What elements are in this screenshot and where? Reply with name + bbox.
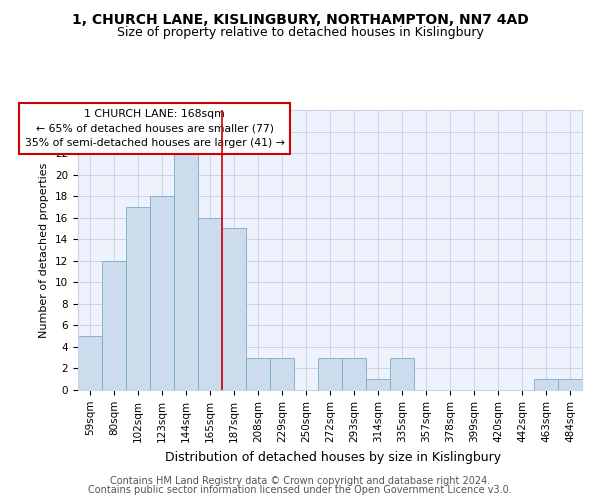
Y-axis label: Number of detached properties: Number of detached properties: [40, 162, 49, 338]
Bar: [126, 207, 150, 390]
Bar: [534, 379, 558, 390]
Bar: [102, 261, 126, 390]
Text: 1 CHURCH LANE: 168sqm
← 65% of detached houses are smaller (77)
35% of semi-deta: 1 CHURCH LANE: 168sqm ← 65% of detached …: [25, 108, 285, 148]
Text: Contains HM Land Registry data © Crown copyright and database right 2024.: Contains HM Land Registry data © Crown c…: [110, 476, 490, 486]
Bar: [150, 196, 174, 390]
Bar: [198, 218, 222, 390]
Bar: [174, 153, 198, 390]
Bar: [558, 379, 582, 390]
Bar: [318, 358, 342, 390]
Bar: [246, 358, 270, 390]
Text: Distribution of detached houses by size in Kislingbury: Distribution of detached houses by size …: [165, 451, 501, 464]
Text: Size of property relative to detached houses in Kislingbury: Size of property relative to detached ho…: [116, 26, 484, 39]
Bar: [222, 228, 246, 390]
Bar: [342, 358, 366, 390]
Bar: [270, 358, 294, 390]
Bar: [390, 358, 414, 390]
Text: 1, CHURCH LANE, KISLINGBURY, NORTHAMPTON, NN7 4AD: 1, CHURCH LANE, KISLINGBURY, NORTHAMPTON…: [71, 12, 529, 26]
Bar: [366, 379, 390, 390]
Bar: [78, 336, 102, 390]
Text: Contains public sector information licensed under the Open Government Licence v3: Contains public sector information licen…: [88, 485, 512, 495]
